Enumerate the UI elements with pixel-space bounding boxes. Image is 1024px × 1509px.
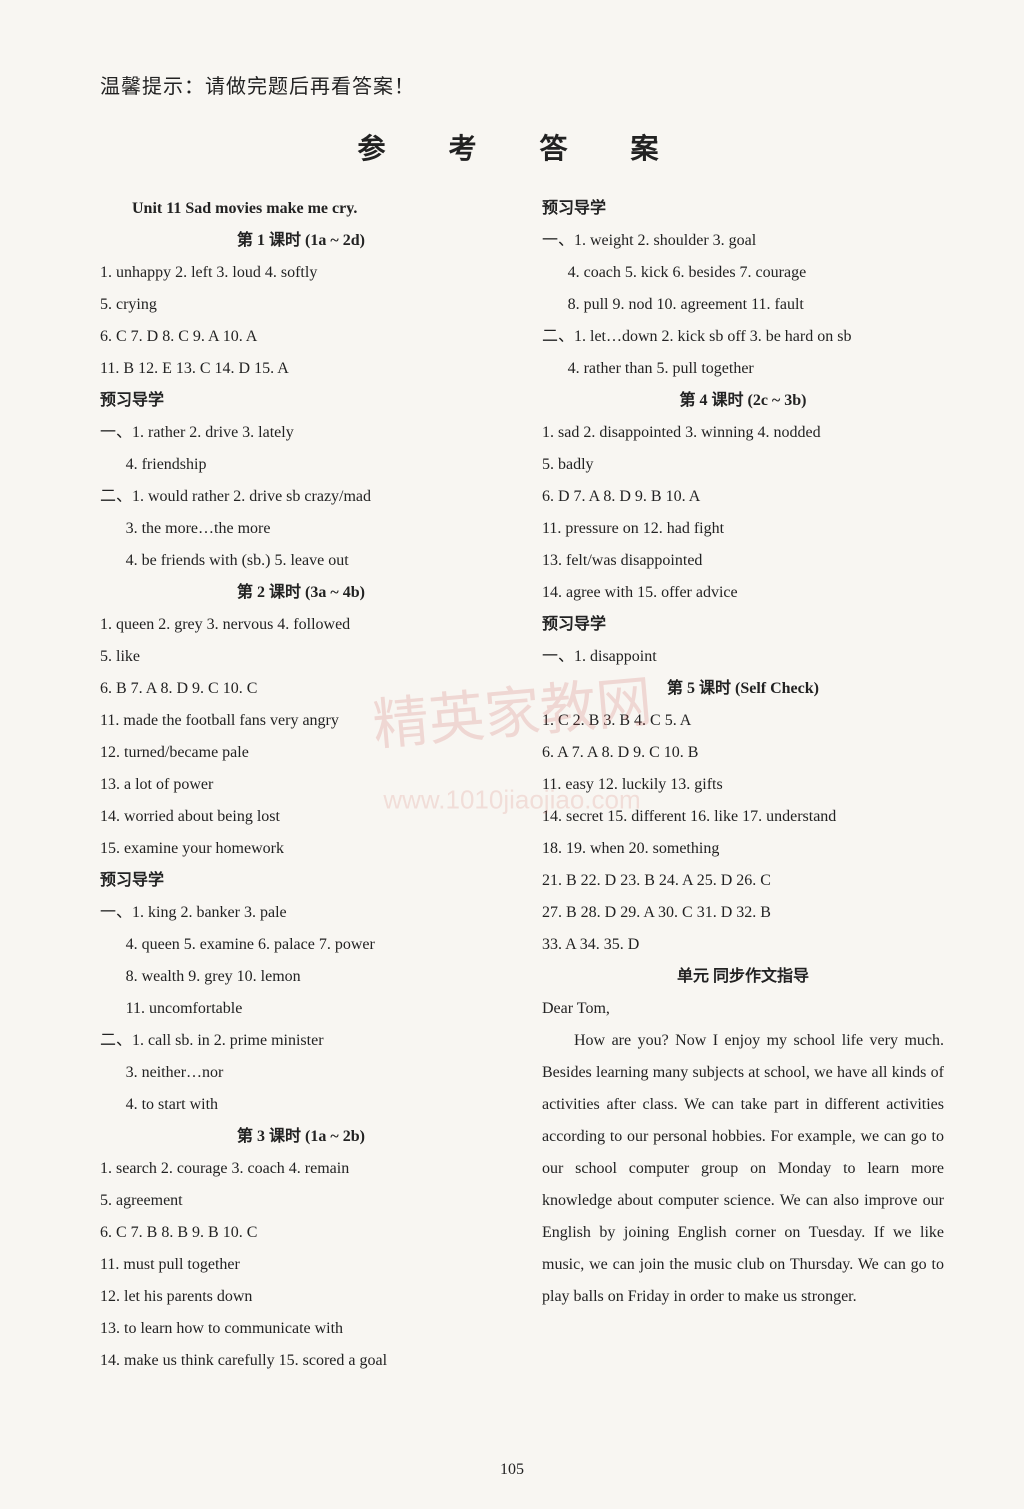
tip-text: 温馨提示：请做完题后再看答案！	[100, 70, 944, 99]
answer-line: 3. neither…nor	[100, 1057, 502, 1089]
answer-line: 11. B 12. E 13. C 14. D 15. A	[100, 353, 502, 385]
answer-line: 1. unhappy 2. left 3. loud 4. softly	[100, 257, 502, 289]
lesson5-title: 第 5 课时 (Self Check)	[542, 673, 944, 705]
answer-line: 18. 19. when 20. something	[542, 833, 944, 865]
answer-line: 1. search 2. courage 3. coach 4. remain	[100, 1153, 502, 1185]
answer-line: 5. agreement	[100, 1185, 502, 1217]
answer-line: 4. friendship	[100, 449, 502, 481]
letter-salutation: Dear Tom,	[542, 993, 944, 1025]
answer-line: 一、1. disappoint	[542, 641, 944, 673]
answer-line: 11. made the football fans very angry	[100, 705, 502, 737]
prestudy-title: 预习导学	[100, 385, 502, 417]
page-title: 参 考 答 案	[100, 127, 944, 167]
answer-line: 6. D 7. A 8. D 9. B 10. A	[542, 481, 944, 513]
answer-line: 11. easy 12. luckily 13. gifts	[542, 769, 944, 801]
answer-line: 6. C 7. D 8. C 9. A 10. A	[100, 321, 502, 353]
answer-line: 4. to start with	[100, 1089, 502, 1121]
answer-line: 13. felt/was disappointed	[542, 545, 944, 577]
prestudy-title: 预习导学	[542, 193, 944, 225]
prestudy-title: 预习导学	[100, 865, 502, 897]
answer-line: 一、1. weight 2. shoulder 3. goal	[542, 225, 944, 257]
answer-line: 1. sad 2. disappointed 3. winning 4. nod…	[542, 417, 944, 449]
answer-line: 12. let his parents down	[100, 1281, 502, 1313]
answer-line: 二、1. would rather 2. drive sb crazy/mad	[100, 481, 502, 513]
answer-line: 6. A 7. A 8. D 9. C 10. B	[542, 737, 944, 769]
answer-line: 4. be friends with (sb.) 5. leave out	[100, 545, 502, 577]
answer-line: 1. queen 2. grey 3. nervous 4. followed	[100, 609, 502, 641]
answer-line: 14. make us think carefully 15. scored a…	[100, 1345, 502, 1377]
page-number: 105	[0, 1461, 1024, 1479]
lesson2-title: 第 2 课时 (3a ~ 4b)	[100, 577, 502, 609]
unit-title: Unit 11 Sad movies make me cry.	[100, 193, 502, 225]
answer-line: 二、1. call sb. in 2. prime minister	[100, 1025, 502, 1057]
answer-line: 14. agree with 15. offer advice	[542, 577, 944, 609]
columns-wrapper: Unit 11 Sad movies make me cry. 第 1 课时 (…	[100, 193, 944, 1377]
answer-line: 一、1. rather 2. drive 3. lately	[100, 417, 502, 449]
lesson3-title: 第 3 课时 (1a ~ 2b)	[100, 1121, 502, 1153]
answer-line: 21. B 22. D 23. B 24. A 25. D 26. C	[542, 865, 944, 897]
answer-line: 4. queen 5. examine 6. palace 7. power	[100, 929, 502, 961]
right-column: 预习导学 一、1. weight 2. shoulder 3. goal 4. …	[542, 193, 944, 1377]
answer-line: 15. examine your homework	[100, 833, 502, 865]
lesson4-title: 第 4 课时 (2c ~ 3b)	[542, 385, 944, 417]
letter-body: How are you? Now I enjoy my school life …	[542, 1025, 944, 1313]
answer-line: 4. coach 5. kick 6. besides 7. courage	[542, 257, 944, 289]
answer-line: 5. like	[100, 641, 502, 673]
answer-line: 14. secret 15. different 16. like 17. un…	[542, 801, 944, 833]
answer-line: 8. wealth 9. grey 10. lemon	[100, 961, 502, 993]
prestudy-title: 预习导学	[542, 609, 944, 641]
answer-line: 一、1. king 2. banker 3. pale	[100, 897, 502, 929]
answer-line: 33. A 34. 35. D	[542, 929, 944, 961]
answer-line: 13. a lot of power	[100, 769, 502, 801]
answer-line: 6. C 7. B 8. B 9. B 10. C	[100, 1217, 502, 1249]
answer-line: 14. worried about being lost	[100, 801, 502, 833]
left-column: Unit 11 Sad movies make me cry. 第 1 课时 (…	[100, 193, 502, 1377]
answer-line: 11. must pull together	[100, 1249, 502, 1281]
answer-line: 6. B 7. A 8. D 9. C 10. C	[100, 673, 502, 705]
answer-line: 8. pull 9. nod 10. agreement 11. fault	[542, 289, 944, 321]
answer-line: 5. crying	[100, 289, 502, 321]
answer-line: 5. badly	[542, 449, 944, 481]
lesson1-title: 第 1 课时 (1a ~ 2d)	[100, 225, 502, 257]
answer-line: 11. uncomfortable	[100, 993, 502, 1025]
answer-line: 27. B 28. D 29. A 30. C 31. D 32. B	[542, 897, 944, 929]
answer-line: 4. rather than 5. pull together	[542, 353, 944, 385]
answer-line: 13. to learn how to communicate with	[100, 1313, 502, 1345]
composition-title: 单元 同步作文指导	[542, 961, 944, 993]
answer-line: 1. C 2. B 3. B 4. C 5. A	[542, 705, 944, 737]
answer-line: 二、1. let…down 2. kick sb off 3. be hard …	[542, 321, 944, 353]
answer-line: 3. the more…the more	[100, 513, 502, 545]
answer-line: 12. turned/became pale	[100, 737, 502, 769]
answer-line: 11. pressure on 12. had fight	[542, 513, 944, 545]
